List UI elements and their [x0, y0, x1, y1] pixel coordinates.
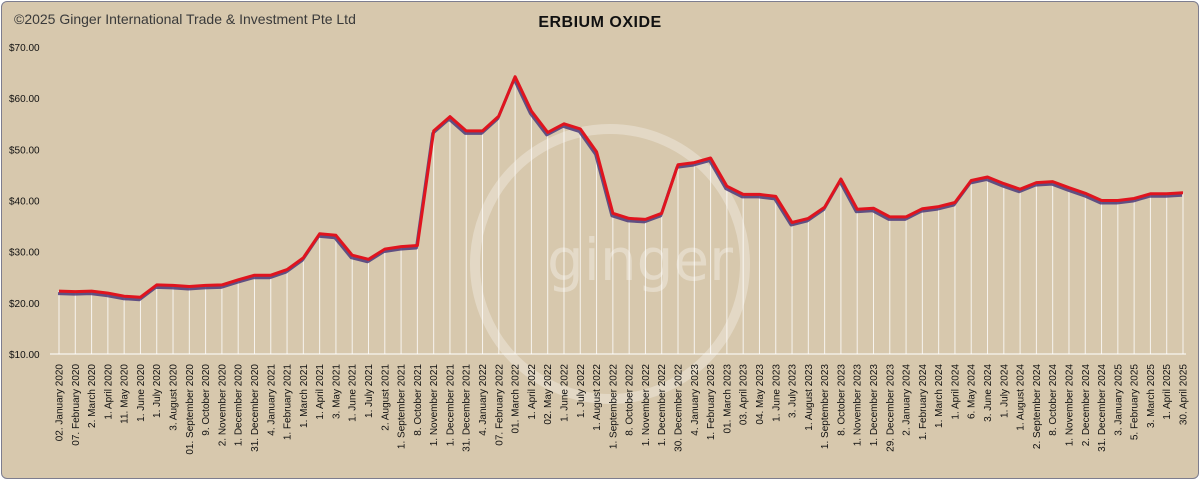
watermark: ginger [470, 124, 750, 404]
x-tick-label: 1. November 2022 [641, 364, 652, 447]
x-tick-label: 1. September 2023 [820, 364, 831, 449]
y-tick-label: $20.00 [9, 299, 40, 310]
x-tick-label: 4. January 2022 [478, 364, 489, 436]
x-tick-label: 1. February 2024 [918, 364, 929, 441]
series-lines [57, 75, 1184, 302]
x-tick-label: 01. March 2023 [722, 364, 733, 434]
x-tick-label: 03. April 2023 [739, 364, 750, 426]
x-tick-label: 6. May 2024 [967, 364, 978, 419]
x-tick-label: 1. August 2024 [1016, 364, 1027, 431]
drop-lines [58, 76, 1184, 354]
x-axis: 02. January 2020 07. February 2020 2. Marc… [55, 364, 1190, 455]
x-tick-label: 1. April 2020 [103, 364, 114, 420]
x-tick-label: 1. April 2022 [527, 364, 538, 420]
x-tick-label: 1. July 2020 [152, 364, 163, 418]
x-tick-label: 31. December 2024 [1097, 364, 1108, 452]
x-tick-label: 1. September 2021 [397, 364, 408, 449]
x-tick-label: 1. June 2023 [771, 364, 782, 422]
y-tick-label: $50.00 [9, 145, 40, 156]
x-tick-label: 1. April 2024 [950, 364, 961, 420]
x-tick-label: 1. August 2022 [592, 364, 603, 431]
x-tick-label: 8. October 2023 [836, 364, 847, 436]
x-tick-label: 8. October 2021 [413, 364, 424, 436]
x-tick-label: 01. September 2020 [185, 364, 196, 455]
x-tick-label: 1. February 2021 [283, 364, 294, 441]
y-tick-label: $60.00 [9, 94, 40, 105]
x-tick-label: 5. February 2025 [1130, 364, 1141, 441]
x-tick-label: 1. December 2021 [445, 364, 456, 447]
series-shadow [57, 77, 1183, 302]
x-tick-label: 1. April 2025 [1162, 364, 1173, 420]
x-tick-label: 1. June 2021 [348, 364, 359, 422]
x-tick-label: 3. January 2025 [1113, 364, 1124, 436]
x-tick-label: 1. February 2023 [706, 364, 717, 441]
x-tick-label: 1. November 2021 [429, 364, 440, 447]
copyright-notice: ©2025 Ginger International Trade & Inves… [14, 11, 356, 27]
x-tick-label: 3. March 2025 [1146, 364, 1157, 428]
x-tick-label: 31. December 2021 [462, 364, 473, 452]
y-tick-label: $40.00 [9, 197, 40, 208]
x-tick-label: 9. October 2020 [201, 364, 212, 436]
x-tick-label: 3. June 2024 [983, 364, 994, 422]
x-tick-label: 2. September 2024 [1032, 364, 1043, 449]
x-tick-label: 1. December 2020 [234, 364, 245, 447]
x-tick-label: 1. March 2021 [299, 364, 310, 428]
x-tick-label: 1. August 2023 [804, 364, 815, 431]
x-tick-label: 1. November 2024 [1064, 364, 1075, 447]
chart-title: ERBIUM OXIDE [538, 14, 661, 31]
x-tick-label: 8. October 2024 [1048, 364, 1059, 436]
x-tick-label: 3. August 2020 [169, 364, 180, 431]
x-tick-label: 30. December 2022 [674, 364, 685, 452]
x-tick-label: 01. March 2022 [511, 364, 522, 434]
x-tick-label: 4. January 2021 [266, 364, 277, 436]
x-tick-label: 1. March 2024 [934, 364, 945, 428]
x-tick-label: 2. November 2020 [217, 364, 228, 447]
x-tick-label: 11. May 2020 [120, 364, 131, 424]
series-line [58, 75, 1184, 299]
x-tick-label: 1. September 2022 [608, 364, 619, 449]
x-tick-label: 2. March 2020 [87, 364, 98, 428]
y-tick-label: $70.00 [9, 43, 40, 54]
x-tick-label: 1. June 2020 [136, 364, 147, 422]
x-tick-label: 1. July 2021 [364, 364, 375, 418]
x-tick-label: 04. May 2023 [755, 364, 766, 425]
watermark-text: ginger [547, 226, 733, 294]
x-tick-label: 2. January 2024 [902, 364, 913, 436]
x-tick-label: 2. December 2024 [1081, 364, 1092, 447]
y-axis: $10.00 $20.00 $30.00 $40.00 $50.00 $60.00 $70.… [9, 43, 1186, 361]
x-tick-label: 07. February 2022 [494, 364, 505, 446]
x-tick-label: 1. April 2021 [315, 364, 326, 420]
x-tick-label: 3. May 2021 [331, 364, 342, 419]
x-tick-label: 8. October 2022 [625, 364, 636, 436]
x-tick-label: 3. July 2023 [788, 364, 799, 418]
watermark-ring [470, 124, 750, 404]
y-tick-label: $30.00 [9, 248, 40, 259]
x-tick-label: 1. July 2024 [999, 364, 1010, 418]
x-tick-label: 1. December 2023 [869, 364, 880, 447]
x-tick-label: 30. April 2025 [1179, 364, 1190, 426]
x-tick-label: 02. January 2020 [55, 364, 66, 442]
x-tick-label: 31. December 2020 [250, 364, 261, 452]
x-tick-label: 2. August 2021 [380, 364, 391, 431]
x-tick-label: 1. July 2022 [576, 364, 587, 418]
y-tick-label: $10.00 [9, 350, 40, 361]
x-tick-label: 02. May 2022 [543, 364, 554, 425]
x-tick-label: 29. December 2023 [885, 364, 896, 452]
x-tick-label: 4. January 2023 [690, 364, 701, 436]
x-tick-label: 1. December 2022 [657, 364, 668, 447]
x-tick-label: 07. February 2020 [71, 364, 82, 446]
x-tick-label: 1. November 2023 [853, 364, 864, 447]
x-tick-label: 1. June 2022 [559, 364, 570, 422]
